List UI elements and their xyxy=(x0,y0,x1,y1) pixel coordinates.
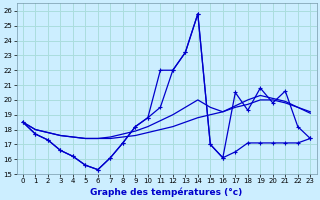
X-axis label: Graphe des températures (°c): Graphe des températures (°c) xyxy=(91,187,243,197)
